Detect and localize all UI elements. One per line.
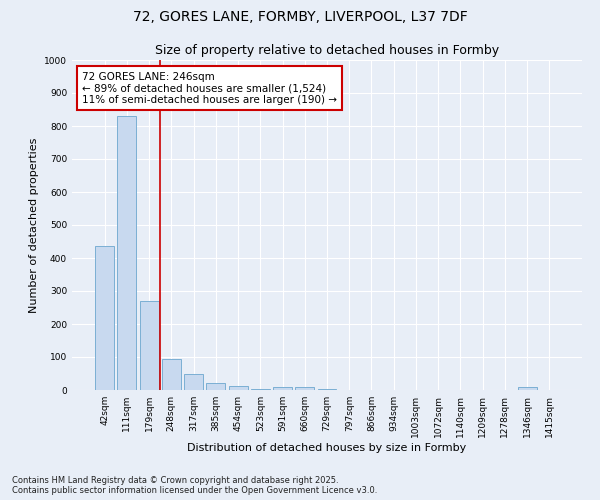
Bar <box>206 382 225 390</box>
Bar <box>118 116 136 390</box>
Title: Size of property relative to detached houses in Formby: Size of property relative to detached ho… <box>155 44 499 58</box>
X-axis label: Distribution of detached houses by size in Formby: Distribution of detached houses by size … <box>187 442 467 452</box>
Bar <box>162 358 181 390</box>
Bar <box>184 374 203 390</box>
Bar <box>518 386 536 390</box>
Y-axis label: Number of detached properties: Number of detached properties <box>29 138 38 312</box>
Text: Contains HM Land Registry data © Crown copyright and database right 2025.
Contai: Contains HM Land Registry data © Crown c… <box>12 476 377 495</box>
Bar <box>273 386 292 390</box>
Bar <box>140 301 158 390</box>
Text: 72, GORES LANE, FORMBY, LIVERPOOL, L37 7DF: 72, GORES LANE, FORMBY, LIVERPOOL, L37 7… <box>133 10 467 24</box>
Bar <box>251 389 270 390</box>
Bar <box>95 246 114 390</box>
Bar <box>229 386 248 390</box>
Bar <box>295 386 314 390</box>
Text: 72 GORES LANE: 246sqm
← 89% of detached houses are smaller (1,524)
11% of semi-d: 72 GORES LANE: 246sqm ← 89% of detached … <box>82 72 337 105</box>
Bar <box>317 389 337 390</box>
